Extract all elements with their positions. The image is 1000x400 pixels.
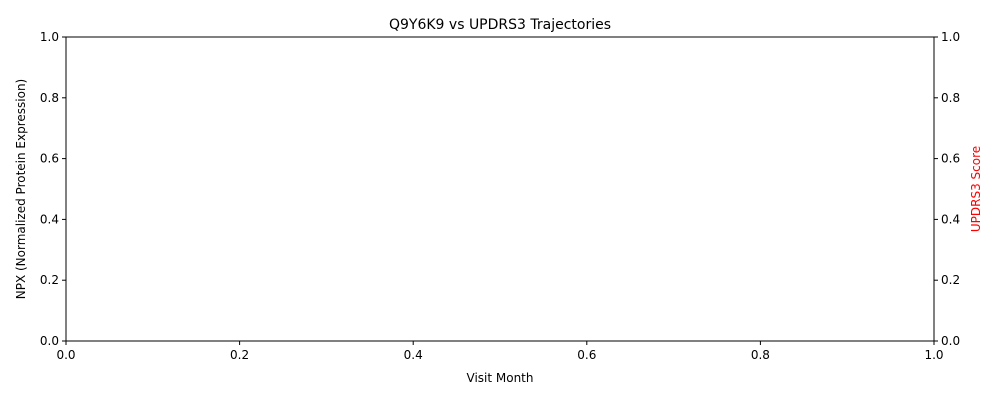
y2-tick-label: 0.0	[941, 334, 960, 348]
y-axis-left: 0.0 0.2 0.4 0.6 0.8 1.0	[40, 30, 66, 348]
x-tick-label: 0.4	[404, 348, 423, 362]
y2-tick-label: 0.2	[941, 273, 960, 287]
y-tick-label: 0.2	[40, 273, 59, 287]
x-tick-label: 0.8	[751, 348, 770, 362]
y2-tick-label: 0.8	[941, 91, 960, 105]
chart-title: Q9Y6K9 vs UPDRS3 Trajectories	[389, 17, 611, 33]
x-axis-label: Visit Month	[467, 371, 534, 385]
x-axis: 0.0 0.2 0.4 0.6 0.8 1.0	[56, 341, 944, 362]
y2-tick-label: 1.0	[941, 30, 960, 44]
x-tick-label: 0.2	[230, 348, 249, 362]
y2-tick-label: 0.6	[941, 152, 960, 166]
y-tick-label: 0.4	[40, 212, 59, 226]
y-axis-label: NPX (Normalized Protein Expression)	[14, 79, 28, 300]
y-tick-label: 1.0	[40, 30, 59, 44]
x-tick-label: 0.6	[577, 348, 596, 362]
y2-tick-label: 0.4	[941, 212, 960, 226]
y2-axis-label: UPDRS3 Score	[969, 146, 983, 232]
x-tick-label: 0.0	[56, 348, 75, 362]
x-tick-label: 1.0	[924, 348, 943, 362]
y-tick-label: 0.0	[40, 334, 59, 348]
plot-frame	[65, 36, 935, 342]
y-tick-label: 0.6	[40, 152, 59, 166]
y-axis-right: 0.0 0.2 0.4 0.6 0.8 1.0	[934, 30, 960, 348]
y-tick-label: 0.8	[40, 91, 59, 105]
